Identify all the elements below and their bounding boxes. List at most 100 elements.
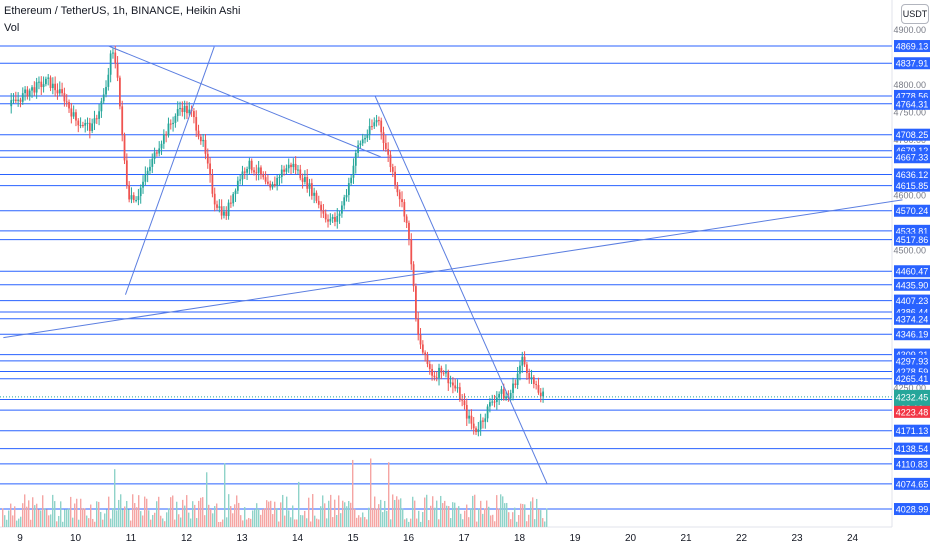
volume-bar <box>456 507 458 527</box>
level-price-label: 4346.19 <box>896 330 929 340</box>
level-price-label: 4869.13 <box>896 42 929 52</box>
volume-bar <box>518 515 520 527</box>
volume-bar <box>310 521 312 527</box>
volume-bar <box>192 501 194 527</box>
volume-bar <box>288 510 290 527</box>
candle-body <box>79 125 82 127</box>
volume-bar <box>258 508 260 527</box>
candle-body <box>526 364 528 373</box>
candle-body <box>75 112 77 121</box>
candle-body <box>260 167 262 175</box>
volume-bar <box>302 515 304 527</box>
volume-bar <box>222 519 224 527</box>
volume-bar <box>354 508 356 527</box>
volume-bar <box>408 521 410 527</box>
candle-body <box>169 123 172 125</box>
volume-bar <box>52 494 54 527</box>
candle-body <box>257 167 260 173</box>
volume-bar <box>482 513 484 527</box>
volume-bar <box>184 505 186 527</box>
candle-body <box>421 344 424 353</box>
candle-body <box>461 399 464 401</box>
volume-bar <box>468 517 470 527</box>
candle-body <box>315 192 318 201</box>
volume-bar <box>204 515 206 527</box>
alert-price-tag <box>894 405 930 418</box>
volume-bar <box>514 507 516 527</box>
volume-bar <box>244 507 246 527</box>
candle-body <box>514 383 517 386</box>
volume-bar <box>238 502 240 527</box>
volume-bar <box>462 519 464 527</box>
volume-bar <box>12 515 14 527</box>
candle-body <box>211 174 214 194</box>
candle-body <box>267 181 269 184</box>
volume-bar <box>450 518 452 527</box>
volume-bar <box>400 498 402 527</box>
volume-bar <box>386 510 388 527</box>
volume-bar <box>112 508 114 527</box>
level-price-label: 4074.65 <box>896 479 929 489</box>
volume-bar <box>134 503 136 527</box>
volume-bar <box>442 503 444 527</box>
level-price-tag <box>894 294 930 307</box>
volume-bar <box>426 494 428 527</box>
candle-body <box>51 83 54 89</box>
volume-bar <box>118 499 120 527</box>
candle-body <box>248 160 251 169</box>
candle-body <box>329 218 332 222</box>
volume-bar <box>368 507 370 527</box>
candle-body <box>442 372 445 374</box>
volume-bar <box>392 494 394 527</box>
volume-bar <box>174 519 176 527</box>
volume-bar <box>24 494 26 527</box>
volume-bar <box>384 500 386 527</box>
volume-bar <box>166 512 168 527</box>
candle-body <box>70 108 73 117</box>
candle-body <box>107 74 110 87</box>
volume-bar <box>516 521 518 527</box>
volume-bar <box>8 510 10 527</box>
candle-body <box>72 112 75 117</box>
volume-bar <box>50 514 52 527</box>
candle-body <box>216 204 218 208</box>
volume-bar <box>544 521 546 527</box>
volume-bar <box>314 515 316 527</box>
candle-body <box>368 126 371 135</box>
volume-bar <box>110 518 112 527</box>
candle-body <box>98 111 100 119</box>
volume-bar <box>348 500 350 527</box>
volume-bar <box>194 504 196 527</box>
volume-indicator-label[interactable]: Vol <box>4 22 20 34</box>
level-price-tag <box>894 233 930 246</box>
volume-bar <box>36 503 38 527</box>
volume-bar <box>448 506 450 527</box>
candle-body <box>435 377 438 379</box>
candle-body <box>391 166 394 172</box>
candle-body <box>153 152 156 159</box>
volume-bar <box>70 496 72 527</box>
candle-body <box>417 318 420 335</box>
volume-bar <box>440 495 442 527</box>
level-price-label: 4374.24 <box>896 314 929 324</box>
candle-body <box>493 401 496 403</box>
candle-body <box>375 120 378 123</box>
volume-bar <box>226 517 228 527</box>
volume-bar <box>320 506 322 527</box>
candle-body <box>63 93 66 102</box>
x-tick-label: 20 <box>625 533 637 544</box>
volume-bar <box>142 515 144 527</box>
volume-bar <box>206 472 208 527</box>
volume-bar <box>510 519 512 527</box>
candle-body <box>204 139 207 154</box>
level-price-label: 4615.85 <box>896 181 929 191</box>
volume-bar <box>470 508 472 527</box>
candle-body <box>241 171 244 180</box>
currency-badge[interactable]: USDT <box>901 4 929 24</box>
volume-bar <box>382 512 384 527</box>
y-tick-label: 4500.00 <box>893 245 926 255</box>
level-price-tag <box>894 40 930 53</box>
volume-bar <box>474 494 476 527</box>
level-price-tag <box>894 354 930 367</box>
